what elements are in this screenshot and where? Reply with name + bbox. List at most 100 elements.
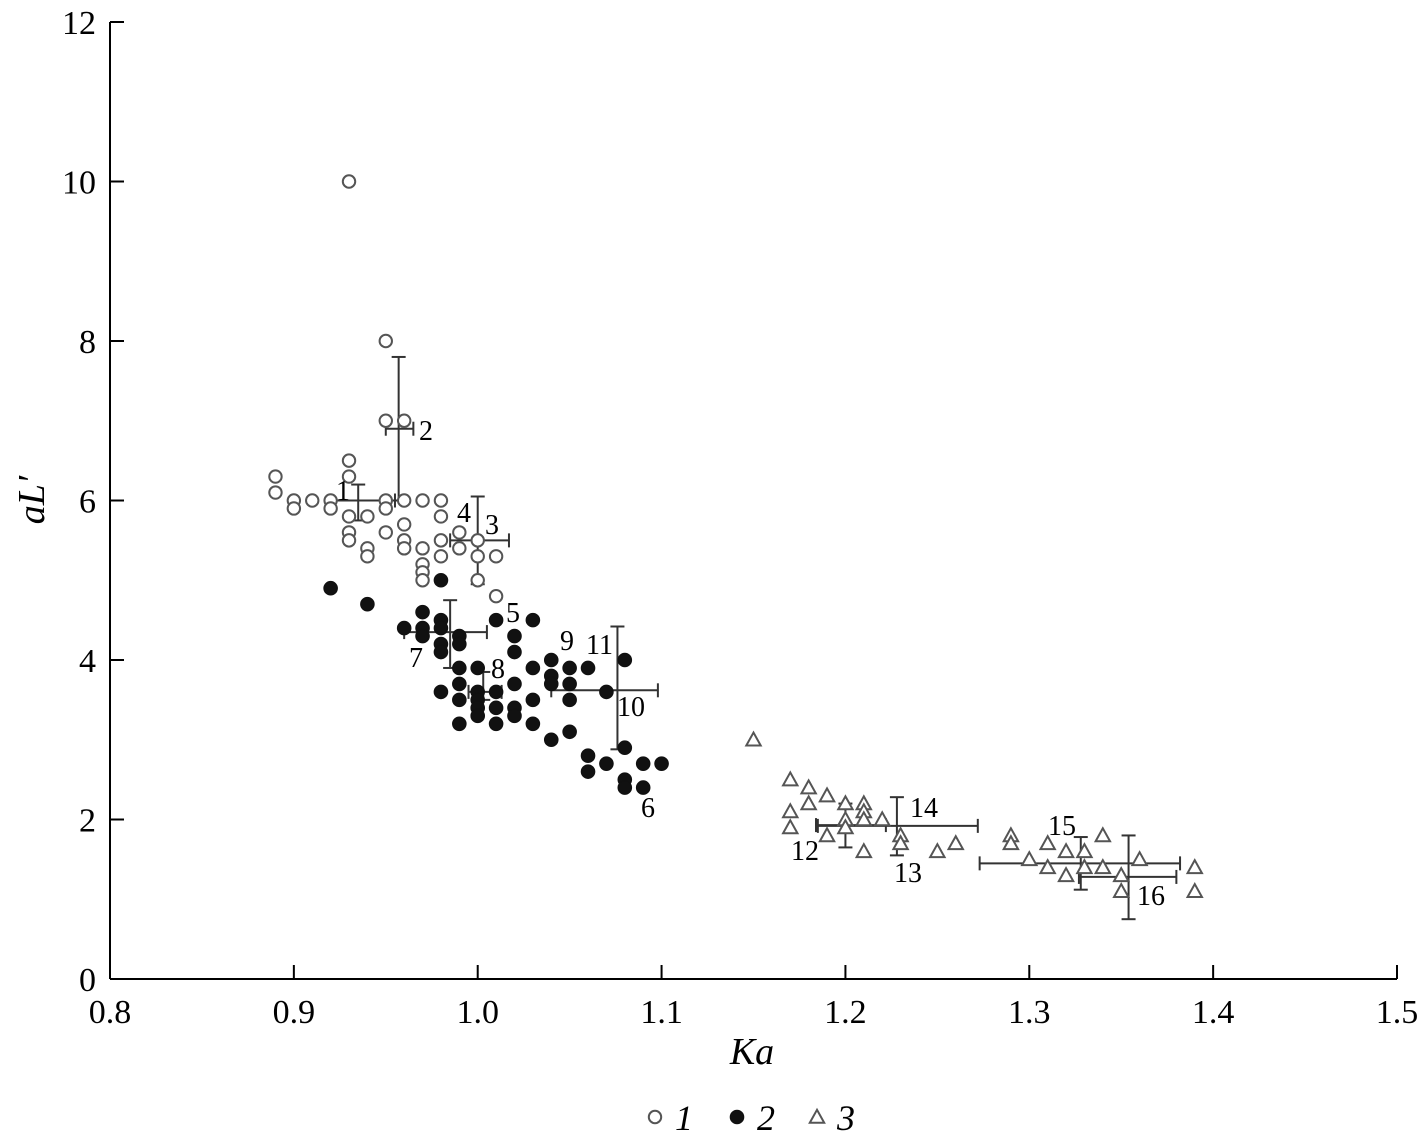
data-point-series-1 bbox=[268, 469, 283, 484]
data-point-series-2 bbox=[488, 700, 504, 716]
data-point-series-1 bbox=[433, 493, 449, 508]
data-point-series-2 bbox=[543, 732, 559, 748]
data-point-series-3 bbox=[1075, 842, 1094, 859]
data-point-series-1 bbox=[396, 541, 412, 556]
legend-marker-1 bbox=[647, 1109, 663, 1125]
legend-marker-2 bbox=[729, 1109, 745, 1125]
data-point-series-1 bbox=[470, 533, 485, 548]
x-ticks: 0.8 0.9 1.0 1.1 1.2 1.3 1.4 1.5 bbox=[89, 965, 1418, 1031]
data-point-series-3 bbox=[946, 834, 965, 851]
y-ticks: 0 2 4 6 8 10 12 bbox=[62, 5, 124, 999]
data-point-series-2 bbox=[580, 764, 596, 779]
data-point-series-1 bbox=[415, 541, 430, 556]
data-point-series-2 bbox=[525, 716, 541, 732]
point-label-3: 3 bbox=[485, 510, 499, 541]
data-point-series-2 bbox=[507, 628, 522, 644]
x-tick-label: 1.3 bbox=[1008, 994, 1051, 1031]
x-tick-label: 0.9 bbox=[273, 994, 316, 1031]
point-label-11: 11 bbox=[586, 630, 613, 661]
data-point-series-3 bbox=[854, 810, 873, 827]
point-label-4: 4 bbox=[457, 498, 471, 529]
data-point-series-1 bbox=[396, 493, 412, 508]
data-point-series-3 bbox=[799, 794, 818, 811]
data-point-series-3 bbox=[1020, 850, 1039, 867]
data-point-series-1 bbox=[415, 493, 430, 508]
data-point-series-2 bbox=[452, 676, 467, 692]
data-point-series-1 bbox=[452, 525, 467, 540]
data-point-series-2 bbox=[452, 636, 467, 652]
data-point-series-2 bbox=[452, 692, 467, 708]
x-tick-label: 1.4 bbox=[1192, 994, 1235, 1031]
data-point-series-1 bbox=[470, 549, 485, 564]
x-axis-title: Ka bbox=[729, 1031, 774, 1073]
data-point-series-2 bbox=[452, 660, 467, 676]
data-point-series-1 bbox=[396, 517, 412, 532]
data-point-series-1 bbox=[341, 509, 357, 524]
data-point-series-3 bbox=[836, 818, 855, 835]
data-point-series-1 bbox=[378, 525, 393, 540]
data-point-series-1 bbox=[360, 509, 375, 524]
point-label-7: 7 bbox=[409, 643, 423, 674]
data-point-series-2 bbox=[507, 644, 522, 660]
data-point-series-1 bbox=[433, 533, 449, 548]
data-point-series-1 bbox=[323, 501, 338, 516]
point-label-2: 2 bbox=[419, 416, 433, 447]
data-point-series-3 bbox=[854, 842, 873, 859]
point-label-15: 15 bbox=[1048, 811, 1076, 842]
data-point-series-3 bbox=[1093, 826, 1112, 843]
axes bbox=[109, 22, 1397, 980]
data-point-series-3 bbox=[1002, 834, 1020, 851]
x-tick-label: 1.2 bbox=[824, 994, 867, 1031]
data-point-series-2 bbox=[360, 596, 375, 612]
data-point-series-2 bbox=[433, 684, 449, 700]
data-point-series-2 bbox=[654, 756, 669, 771]
data-point-series-3 bbox=[781, 818, 800, 835]
data-point-series-3 bbox=[781, 802, 800, 819]
data-point-series-1 bbox=[415, 573, 430, 588]
data-point-series-1 bbox=[452, 541, 467, 556]
data-point-series-1 bbox=[341, 174, 357, 189]
data-point-series-1 bbox=[341, 469, 357, 484]
data-point-series-2 bbox=[525, 692, 541, 708]
data-point-series-1 bbox=[341, 533, 357, 548]
y-tick-label: 12 bbox=[62, 5, 96, 42]
data-point-series-2 bbox=[507, 676, 522, 692]
data-point-series-3 bbox=[1075, 858, 1094, 875]
data-point-series-1 bbox=[378, 501, 393, 516]
point-label-8: 8 bbox=[491, 654, 505, 685]
data-point-series-3 bbox=[1112, 882, 1131, 899]
data-point-series-2 bbox=[488, 684, 504, 700]
data-point-series-1 bbox=[360, 549, 375, 564]
data-point-series-3 bbox=[1038, 834, 1057, 851]
y-tick-label: 4 bbox=[79, 643, 96, 680]
point-label-16: 16 bbox=[1137, 881, 1165, 912]
legend-label-2: 2 bbox=[757, 1098, 775, 1138]
point-label-10: 10 bbox=[617, 692, 645, 723]
data-point-series-2 bbox=[396, 620, 412, 636]
data-point-series-2 bbox=[599, 684, 614, 700]
data-point-series-1 bbox=[378, 413, 393, 428]
data-point-series-3 bbox=[1130, 850, 1149, 867]
data-point-series-1 bbox=[305, 493, 320, 508]
data-point-series-2 bbox=[470, 660, 486, 676]
data-point-series-1 bbox=[286, 501, 302, 516]
y-tick-label: 2 bbox=[79, 803, 96, 840]
data-point-series-3 bbox=[799, 778, 818, 795]
data-point-series-2 bbox=[525, 660, 541, 676]
data-point-series-2 bbox=[580, 748, 596, 764]
data-point-series-2 bbox=[617, 780, 633, 795]
data-point-series-2 bbox=[580, 660, 596, 676]
data-point-series-1 bbox=[341, 453, 357, 468]
data-point-series-2 bbox=[415, 604, 430, 620]
data-point-series-2 bbox=[433, 620, 449, 636]
data-point-series-3 bbox=[1112, 866, 1131, 883]
data-point-series-2 bbox=[470, 708, 486, 724]
point-label-5: 5 bbox=[506, 598, 520, 629]
data-point-series-2 bbox=[562, 676, 577, 692]
data-point-series-2 bbox=[635, 780, 651, 795]
x-tick-label: 1.0 bbox=[456, 994, 499, 1031]
series-3 bbox=[744, 730, 1204, 899]
point-label-14: 14 bbox=[910, 793, 938, 824]
